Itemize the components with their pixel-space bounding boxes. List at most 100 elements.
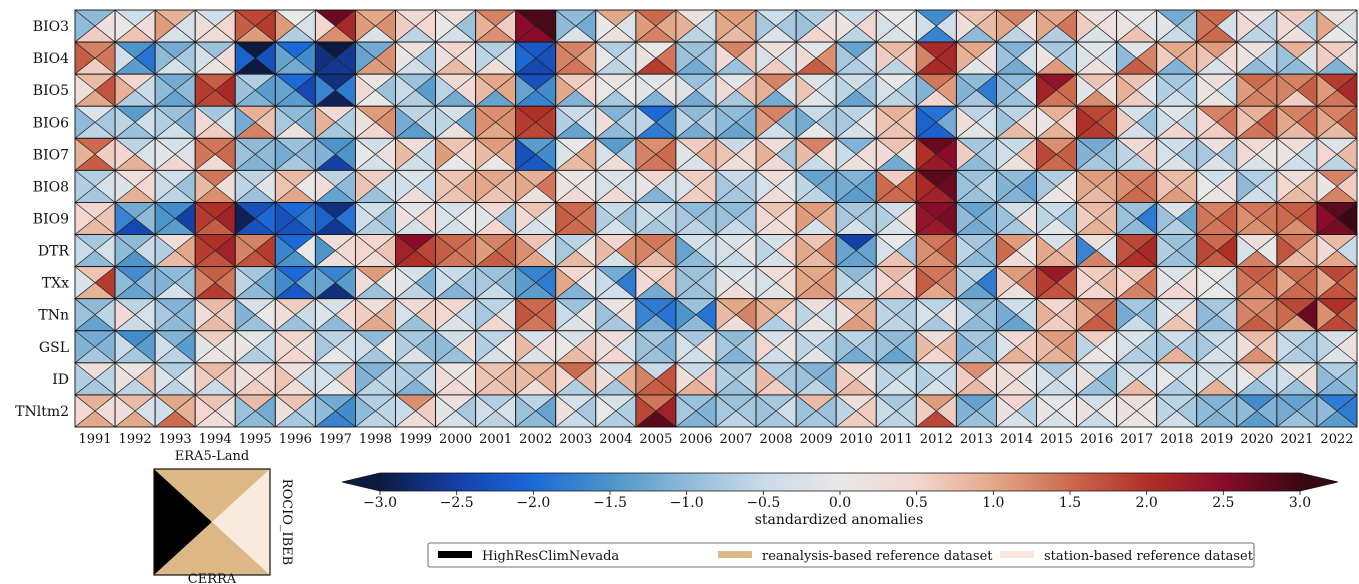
- cell-diagonal: [515, 9, 556, 43]
- cell-diagonal: [555, 138, 597, 171]
- year-label: 2004: [599, 432, 632, 447]
- cell-diagonal: [235, 266, 276, 299]
- cell-diagonal: [1196, 138, 1238, 171]
- cell-diagonal: [555, 9, 597, 43]
- cell-diagonal: [1316, 9, 1358, 43]
- cell-diagonal: [675, 41, 717, 75]
- cell-diagonal: [595, 9, 637, 43]
- cell-diagonal: [154, 170, 196, 203]
- legend-swatch: [438, 551, 472, 558]
- cell-diagonal: [114, 266, 156, 299]
- cell-diagonal: [795, 234, 837, 267]
- cell-diagonal: [1196, 9, 1238, 43]
- cell-diagonal: [1116, 234, 1157, 267]
- cell-diagonal: [835, 266, 877, 299]
- year-label: 2003: [559, 432, 592, 447]
- cell-diagonal: [876, 298, 917, 332]
- cell-diagonal: [154, 330, 196, 364]
- cell-diagonal: [996, 202, 1037, 235]
- cell-diagonal: [555, 266, 597, 299]
- cell-diagonal: [114, 73, 156, 107]
- cell-diagonal: [355, 73, 396, 107]
- cell-diagonal: [275, 362, 316, 396]
- cell-diagonal: [595, 138, 637, 171]
- cell-diagonal: [795, 394, 837, 428]
- cell-diagonal: [755, 202, 797, 235]
- cell-diagonal: [1076, 170, 1117, 203]
- cell-diagonal: [956, 234, 997, 267]
- cell-diagonal: [114, 138, 156, 171]
- cell-diagonal: [876, 9, 917, 43]
- cell-diagonal: [1236, 105, 1278, 139]
- cell-diagonal: [1316, 105, 1358, 139]
- cell-diagonal: [795, 298, 837, 332]
- cell-diagonal: [835, 234, 877, 267]
- cell-diagonal: [275, 105, 316, 139]
- year-label: 2002: [519, 432, 552, 447]
- legend-label: HighResClimNevada: [482, 549, 619, 564]
- cell-diagonal: [1116, 73, 1157, 107]
- cell-diagonal: [315, 330, 356, 364]
- cell-diagonal: [916, 170, 957, 203]
- cell-diagonal: [515, 330, 556, 364]
- cell-diagonal: [114, 105, 156, 139]
- cell-diagonal: [1316, 266, 1358, 299]
- row-label: BIO7: [33, 147, 69, 163]
- cell-diagonal: [74, 394, 116, 428]
- cell-diagonal: [154, 394, 196, 428]
- cell-diagonal: [114, 41, 156, 75]
- legend: HighResClimNevada reanalysis-based refere…: [427, 542, 1255, 568]
- legend-label: reanalysis-based reference dataset: [762, 549, 993, 564]
- cell-diagonal: [435, 362, 476, 396]
- colorbar-tick-label: −1.0: [670, 495, 704, 511]
- cell-diagonal: [154, 138, 196, 171]
- cell-diagonal: [876, 394, 917, 428]
- cell-diagonal: [555, 41, 597, 75]
- cell-diagonal: [275, 9, 316, 43]
- cell-diagonal: [1036, 105, 1077, 139]
- cell-diagonal: [315, 138, 356, 171]
- legend-frame: [427, 542, 1255, 568]
- cell-diagonal: [635, 73, 677, 107]
- cell-diagonal: [475, 73, 516, 107]
- cell-diagonal: [114, 170, 156, 203]
- cell-diagonal: [1076, 394, 1117, 428]
- cell-diagonal: [1236, 234, 1278, 267]
- cell-diagonal: [1196, 330, 1238, 364]
- cell-diagonal: [835, 105, 877, 139]
- cell-diagonal: [1116, 138, 1157, 171]
- cell-diagonal: [235, 362, 276, 396]
- cell-diagonal: [194, 298, 236, 332]
- row-label: TNltm2: [15, 404, 69, 420]
- cell-diagonal: [1276, 73, 1318, 107]
- cell-diagonal: [916, 266, 957, 299]
- cell-diagonal: [876, 170, 917, 203]
- cell-diagonal: [1196, 298, 1238, 332]
- row-label: BIO8: [33, 179, 69, 195]
- cell-diagonal: [74, 234, 116, 267]
- cell-diagonal: [916, 9, 957, 43]
- cell-diagonal: [355, 266, 396, 299]
- cell-diagonal: [154, 266, 196, 299]
- cell-diagonal: [795, 73, 837, 107]
- cell-diagonal: [635, 266, 677, 299]
- cell-diagonal: [715, 362, 757, 396]
- row-label: GSL: [39, 340, 69, 356]
- cell-diagonal: [1156, 330, 1197, 364]
- cell-diagonal: [996, 170, 1037, 203]
- cell-diagonal: [835, 9, 877, 43]
- cell-diagonal: [956, 9, 997, 43]
- cell-diagonal: [475, 9, 516, 43]
- cell-diagonal: [715, 138, 757, 171]
- cell-diagonal: [114, 298, 156, 332]
- cell-diagonal: [835, 73, 877, 107]
- cell-diagonal: [475, 362, 516, 396]
- cell-diagonal: [1036, 138, 1077, 171]
- cell-diagonal: [1276, 234, 1318, 267]
- colorbar-tick-label: 2.5: [1212, 495, 1234, 511]
- key-right-label: ROCIO_IBEB: [279, 479, 294, 565]
- cell-diagonal: [956, 105, 997, 139]
- cell-diagonal: [956, 41, 997, 75]
- row-label: BIO3: [33, 19, 69, 35]
- cell-diagonal: [275, 298, 316, 332]
